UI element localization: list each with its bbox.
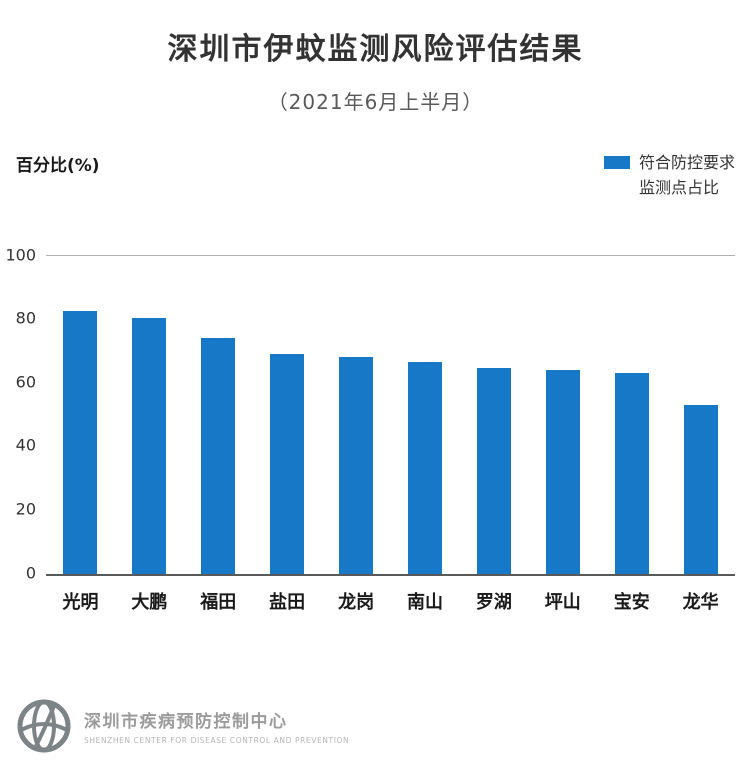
bar-福田 — [201, 338, 236, 574]
x-category-label: 宝安 — [613, 591, 650, 613]
legend-label: 符合防控要求 监测点占比 — [639, 151, 735, 201]
x-category-label: 大鹏 — [131, 591, 168, 613]
x-category-label: 南山 — [406, 591, 443, 613]
chart-subtitle: （2021年6月上半月） — [267, 90, 484, 114]
bar-slot — [184, 256, 253, 574]
plot-area — [46, 254, 735, 576]
plot-wrapper: 光明 大鹏 福田 盐田 龙岗 南山 罗湖 坪山 宝安 龙华 — [46, 254, 735, 614]
x-category-label: 盐田 — [269, 591, 306, 613]
org-name-block: 深圳市疾病预防控制中心 SHENZHEN CENTER FOR DISEASE … — [84, 707, 349, 745]
bar-slot — [322, 256, 391, 574]
bar-光明 — [63, 311, 98, 574]
x-category-label: 坪山 — [544, 591, 581, 613]
bar-盐田 — [270, 354, 305, 574]
bar-龙岗 — [339, 357, 374, 574]
legend: 符合防控要求 监测点占比 — [603, 151, 735, 201]
x-category-label: 龙岗 — [338, 591, 375, 613]
bar-slot — [391, 256, 460, 574]
legend-label-line1: 符合防控要求 — [638, 153, 735, 172]
chart-meta-row: 百分比(%) 符合防控要求 监测点占比 — [0, 151, 751, 201]
bar-大鹏 — [132, 317, 167, 574]
y-tick-label: 80 — [15, 308, 36, 328]
cdc-logo-icon — [16, 698, 72, 754]
bar-坪山 — [545, 370, 580, 574]
bar-南山 — [407, 362, 442, 574]
bar-slot — [528, 256, 597, 574]
bar-slot — [459, 256, 528, 574]
bar-宝安 — [614, 373, 649, 574]
y-tick-label: 40 — [15, 435, 36, 455]
y-axis: 100 80 60 40 20 0 — [4, 245, 46, 582]
org-name-cn: 深圳市疾病预防控制中心 — [84, 712, 288, 732]
bar-slot — [46, 256, 115, 574]
y-tick-label: 100 — [5, 245, 36, 265]
y-axis-unit-label: 百分比(%) — [16, 156, 100, 176]
y-tick-label: 60 — [15, 372, 36, 392]
x-category-label: 罗湖 — [475, 591, 512, 613]
bar-slot — [253, 256, 322, 574]
x-category-label: 龙华 — [682, 591, 719, 613]
footer: 深圳市疾病预防控制中心 SHENZHEN CENTER FOR DISEASE … — [16, 698, 349, 754]
org-name-en: SHENZHEN CENTER FOR DISEASE CONTROL AND … — [84, 736, 350, 745]
y-tick-label: 0 — [25, 563, 36, 583]
chart-title: 深圳市伊蚊监测风险评估结果 — [167, 32, 584, 67]
chart-header: 深圳市伊蚊监测风险评估结果 （2021年6月上半月） — [0, 0, 751, 115]
bar-slot — [597, 256, 666, 574]
legend-swatch-icon — [603, 156, 630, 169]
y-tick-label: 20 — [15, 499, 36, 519]
x-category-label: 福田 — [200, 591, 237, 613]
bar-龙华 — [683, 405, 718, 574]
x-category-label: 光明 — [62, 591, 99, 613]
bar-chart: 100 80 60 40 20 0 光明 大鹏 福田 盐田 龙岗 南山 罗湖 坪山 宝安 龙华 — [0, 245, 751, 614]
bar-slot — [666, 256, 735, 574]
x-axis-labels: 光明 大鹏 福田 盐田 龙岗 南山 罗湖 坪山 宝安 龙华 — [46, 588, 735, 614]
bar-slot — [115, 256, 184, 574]
legend-label-line2: 监测点占比 — [638, 177, 719, 197]
bar-罗湖 — [476, 368, 511, 574]
